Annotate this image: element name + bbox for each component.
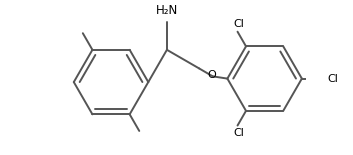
Text: Cl: Cl: [328, 74, 339, 84]
Text: H₂N: H₂N: [156, 4, 178, 17]
Text: Cl: Cl: [233, 128, 244, 138]
Text: O: O: [208, 70, 216, 80]
Text: Cl: Cl: [233, 19, 244, 29]
